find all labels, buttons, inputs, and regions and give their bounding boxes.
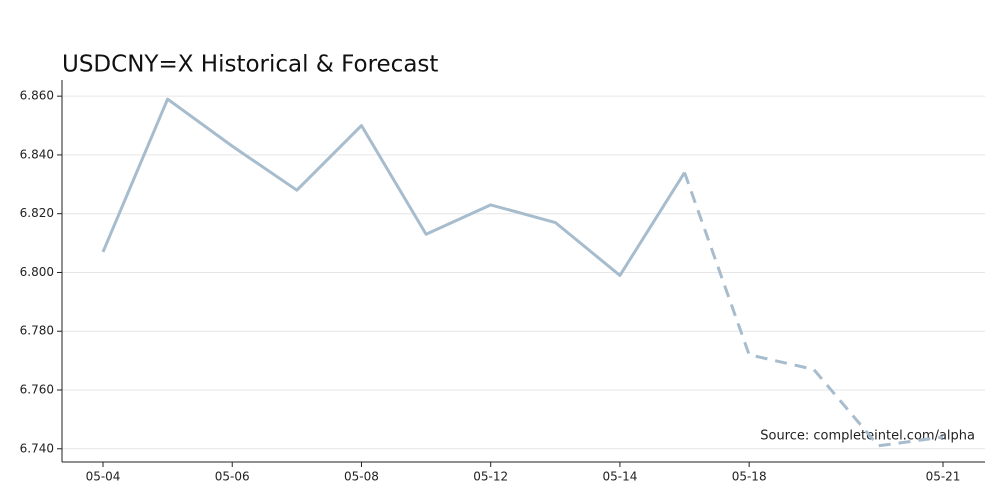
series-line [683,172,944,448]
x-tick-label: 05-08 [344,470,379,484]
x-tick-label: 05-18 [732,470,767,484]
chart-title: USDCNY=X Historical & Forecast [62,52,438,78]
y-tick-label: 6.820 [20,206,54,220]
x-tick-label: 05-12 [473,470,508,484]
y-tick-label: 6.860 [20,89,54,103]
y-tick-label: 6.800 [20,265,54,279]
y-tick-label: 6.760 [20,383,54,397]
y-tick-label: 6.740 [20,441,54,455]
x-tick-label: 05-04 [86,470,121,484]
series-line [101,97,686,277]
x-tick-label: 05-21 [926,470,961,484]
x-tick-label: 05-14 [602,470,637,484]
y-tick-label: 6.840 [20,147,54,161]
x-tick-label: 05-06 [215,470,250,484]
y-tick-label: 6.780 [20,324,54,338]
